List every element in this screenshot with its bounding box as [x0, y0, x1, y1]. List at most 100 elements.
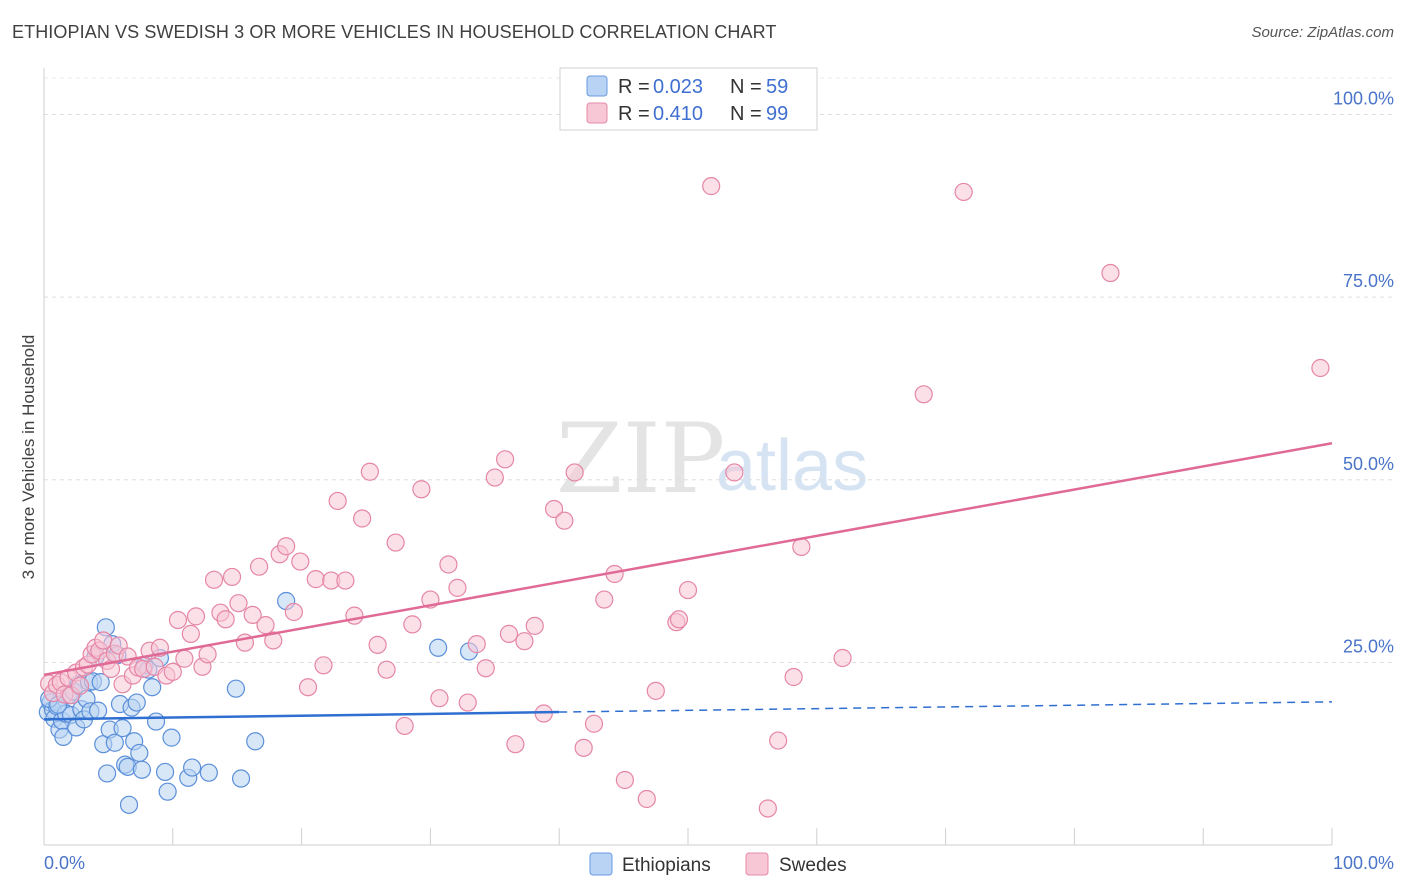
data-point — [291, 552, 310, 571]
data-point — [448, 578, 467, 597]
data-point — [353, 509, 372, 528]
data-point — [525, 616, 544, 635]
data-point — [439, 555, 458, 574]
data-point — [430, 689, 449, 708]
data-point — [222, 567, 242, 587]
data-point — [54, 727, 73, 746]
legend-n-value-swedes: 99 — [766, 103, 788, 125]
data-point — [314, 656, 333, 675]
data-point — [792, 537, 811, 557]
x-tick-label-max: 100.0% — [1333, 853, 1394, 873]
trend-line-swedes — [43, 442, 1333, 677]
data-point — [256, 616, 275, 635]
legend-box: R = 0.023 N = 59 R = 0.410 N = 99 — [559, 67, 818, 131]
data-point — [226, 679, 246, 698]
data-point — [277, 537, 296, 556]
bottom-legend-label-ethiopians: Ethiopians — [622, 855, 711, 876]
data-point — [506, 735, 525, 754]
trend-line-ethiopians — [43, 710, 560, 721]
data-point — [669, 610, 689, 629]
data-point — [360, 462, 379, 481]
data-point — [105, 733, 124, 752]
data-point — [758, 799, 777, 818]
y-tick-label: 25.0% — [1343, 636, 1394, 656]
data-point — [595, 590, 614, 609]
watermark: ZIP atlas — [556, 403, 868, 515]
data-point — [702, 177, 721, 196]
data-point — [183, 758, 202, 777]
source-label: Source: ZipAtlas.com — [1251, 24, 1394, 41]
data-point — [769, 731, 788, 750]
data-point — [345, 606, 364, 625]
data-point — [162, 728, 181, 747]
legend-n-label-ethiopians: N = — [730, 76, 762, 98]
data-point — [412, 480, 431, 499]
data-point — [146, 712, 166, 731]
data-point — [113, 719, 132, 738]
data-point — [204, 570, 224, 589]
data-point — [231, 769, 251, 788]
data-point — [127, 693, 146, 712]
legend-n-label-swedes: N = — [730, 103, 762, 125]
data-point — [725, 463, 744, 482]
data-point — [198, 645, 217, 664]
data-point — [395, 716, 414, 736]
data-point — [584, 714, 604, 733]
data-point — [646, 681, 665, 700]
data-point — [264, 631, 283, 650]
data-point — [181, 624, 200, 643]
data-point — [544, 499, 564, 519]
data-point — [284, 602, 303, 622]
data-point — [246, 732, 265, 751]
data-point — [130, 743, 149, 763]
data-point — [458, 693, 477, 712]
y-tick-label: 50.0% — [1343, 454, 1394, 474]
data-point — [175, 649, 194, 668]
y-tick-label: 100.0% — [1333, 89, 1394, 109]
data-point — [1311, 358, 1330, 378]
data-point — [119, 795, 139, 814]
trend-lines — [43, 442, 1333, 721]
gridlines — [44, 77, 1394, 663]
data-point — [574, 738, 593, 757]
y-tick-labels: 25.0% 50.0% 75.0% 100.0% — [1333, 89, 1394, 657]
x-axis-ticks — [43, 828, 1333, 845]
data-point — [70, 676, 90, 695]
data-point — [403, 615, 422, 634]
data-point — [336, 571, 355, 590]
data-point — [615, 770, 634, 790]
bottom-legend: Ethiopians Swedes — [589, 852, 847, 876]
legend-r-value-swedes: 0.410 — [653, 103, 703, 125]
data-point — [249, 557, 269, 576]
data-point — [496, 450, 515, 469]
data-point — [637, 789, 656, 809]
data-point — [467, 635, 486, 654]
data-point — [499, 624, 519, 643]
data-point — [216, 610, 235, 629]
data-point — [155, 762, 175, 782]
data-point — [476, 659, 495, 678]
data-point — [914, 385, 933, 404]
data-point — [88, 701, 108, 720]
bottom-legend-label-swedes: Swedes — [779, 855, 847, 876]
y-tick-label: 75.0% — [1343, 271, 1394, 291]
data-point — [94, 631, 113, 650]
data-point — [485, 468, 504, 487]
data-point — [429, 638, 448, 657]
data-point — [298, 678, 318, 697]
data-point — [377, 660, 396, 679]
bottom-legend-swatch-ethiopians — [589, 852, 613, 876]
legend-swatch-swedes — [586, 102, 608, 124]
series-swedes — [40, 177, 1330, 818]
data-point — [954, 182, 973, 202]
trend-line-ethiopians-extension — [559, 701, 1333, 713]
watermark-zip: ZIP — [556, 403, 725, 515]
data-point — [678, 580, 698, 600]
legend-swatch-ethiopians — [586, 75, 608, 97]
data-point — [565, 463, 584, 482]
data-point — [98, 764, 117, 783]
data-point — [784, 667, 803, 687]
data-point — [143, 678, 162, 697]
data-point — [91, 673, 110, 692]
